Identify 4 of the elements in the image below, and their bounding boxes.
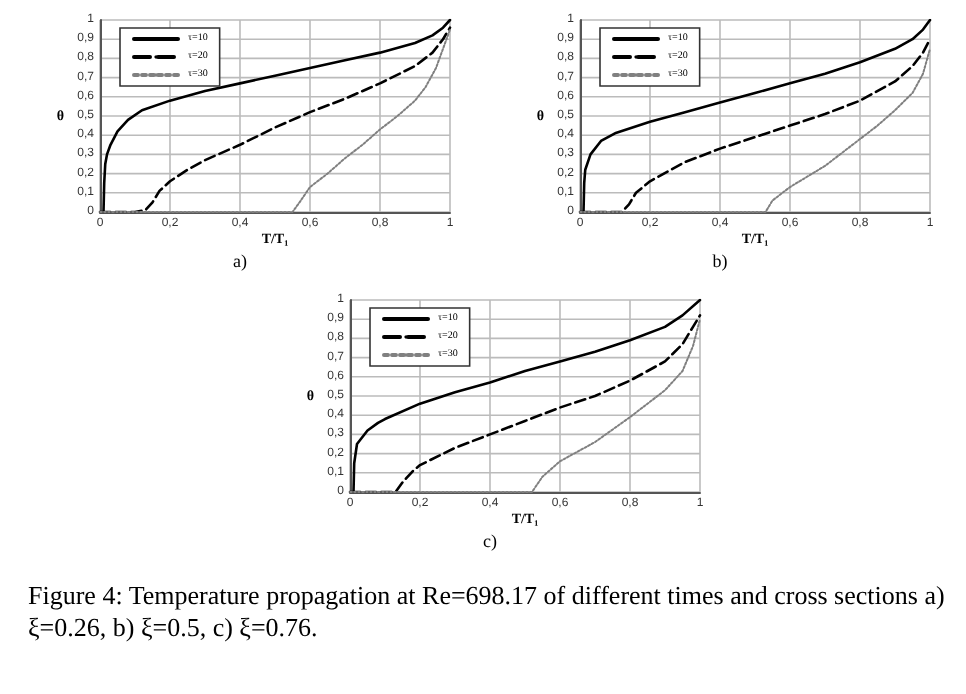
text: c) [483,531,497,551]
text: a) [233,251,247,271]
caption: Figure 4: Temperature propagation at Re=698.17 of different times and cross sections a) ξ=0.26, b) ξ=0.5, c) ξ=0.76. [28,580,947,644]
text: b) [712,251,728,271]
